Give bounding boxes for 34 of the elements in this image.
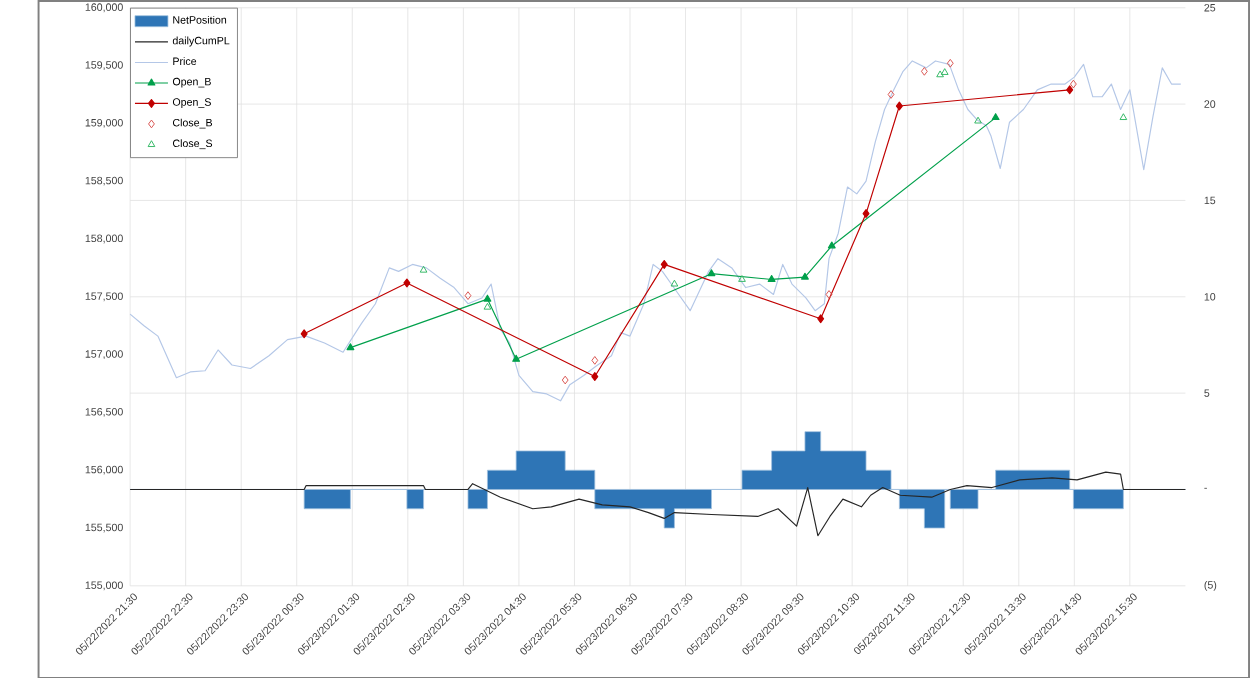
point [825,289,833,299]
point [946,58,954,68]
point [974,116,982,124]
point [512,354,521,362]
point [1069,79,1077,88]
point [483,302,492,310]
point [827,241,836,248]
line-series [129,59,1182,401]
point [895,101,903,111]
line-series [129,471,1186,536]
point [561,375,569,384]
point [738,274,746,282]
point [936,69,944,77]
point [1119,112,1128,120]
point [419,265,428,273]
point [591,371,599,381]
point [464,290,472,300]
point [801,272,809,280]
point [817,313,825,323]
point [707,268,716,276]
point [483,294,492,302]
point [591,355,599,365]
point [920,66,928,76]
point [1066,84,1074,94]
point [887,89,895,99]
point [660,259,668,269]
point [403,278,411,287]
point [767,274,776,282]
point [940,67,949,75]
point [346,342,355,350]
point [991,112,1000,120]
point [670,279,679,287]
point [862,208,870,218]
point [300,328,308,338]
